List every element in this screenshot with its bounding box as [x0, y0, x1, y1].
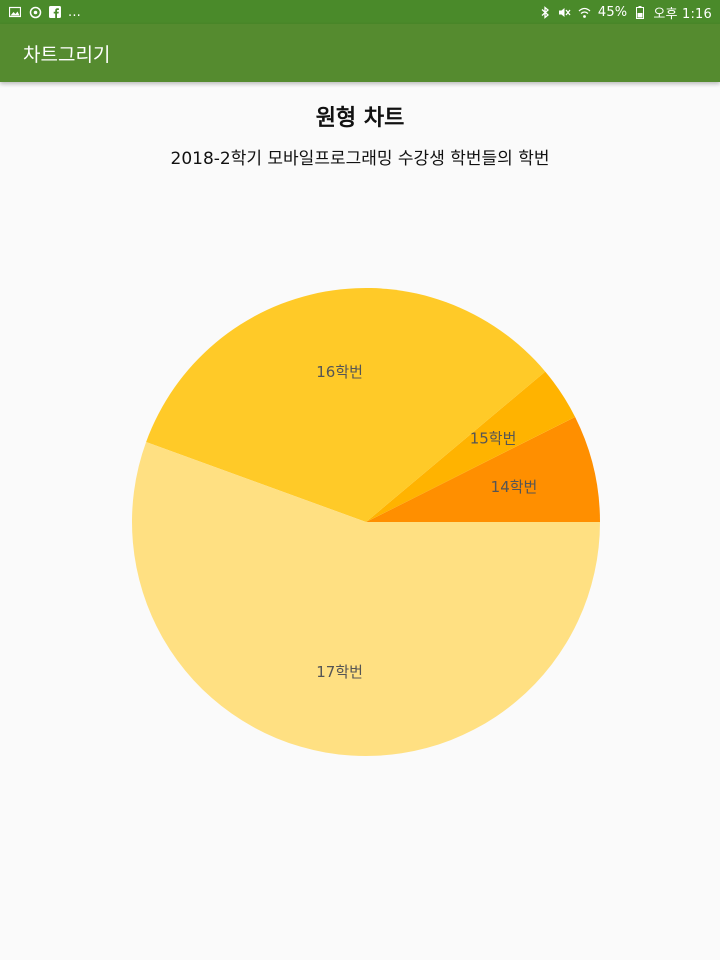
battery-percent: 45% — [597, 4, 628, 20]
gallery-icon — [8, 5, 22, 19]
bluetooth-icon — [538, 5, 552, 19]
status-left: ... — [8, 5, 81, 20]
wifi-icon — [578, 5, 592, 19]
clock: 오후 1:16 — [653, 6, 712, 22]
pie-slice-label-3: 16학번 — [316, 363, 363, 381]
mute-icon — [558, 5, 572, 19]
pie-slice-label-4: 17학번 — [316, 663, 363, 681]
app-title: 차트그리기 — [23, 43, 111, 66]
sync-icon — [28, 5, 42, 19]
app-bar: 차트그리기 — [0, 24, 720, 82]
pie-slice-4 — [132, 441, 600, 756]
facebook-icon — [48, 5, 62, 19]
pie-slice-2 — [366, 371, 576, 522]
chart-subtitle: 2018-2학기 모바일프로그래밍 수강생 학번들의 학번 — [170, 149, 550, 169]
battery-icon — [633, 5, 647, 19]
pie-slice-3 — [146, 288, 546, 522]
chart-area: 원형 차트 2018-2학기 모바일프로그래밍 수강생 학번들의 학번 14학번… — [0, 82, 720, 960]
pie-slice-label-1: 14학번 — [491, 478, 538, 496]
pie-chart: 14학번 15학번 16학번 17학번 — [132, 288, 600, 756]
pie-slice-label-2: 15학번 — [470, 429, 517, 447]
status-more-text: ... — [68, 4, 81, 20]
status-right: 45% 오후 1:16 — [538, 3, 712, 22]
chart-title: 원형 차트 — [315, 106, 405, 131]
pie-slice-1 — [366, 416, 600, 522]
status-bar: ... 45% 오후 1:16 — [0, 0, 720, 24]
